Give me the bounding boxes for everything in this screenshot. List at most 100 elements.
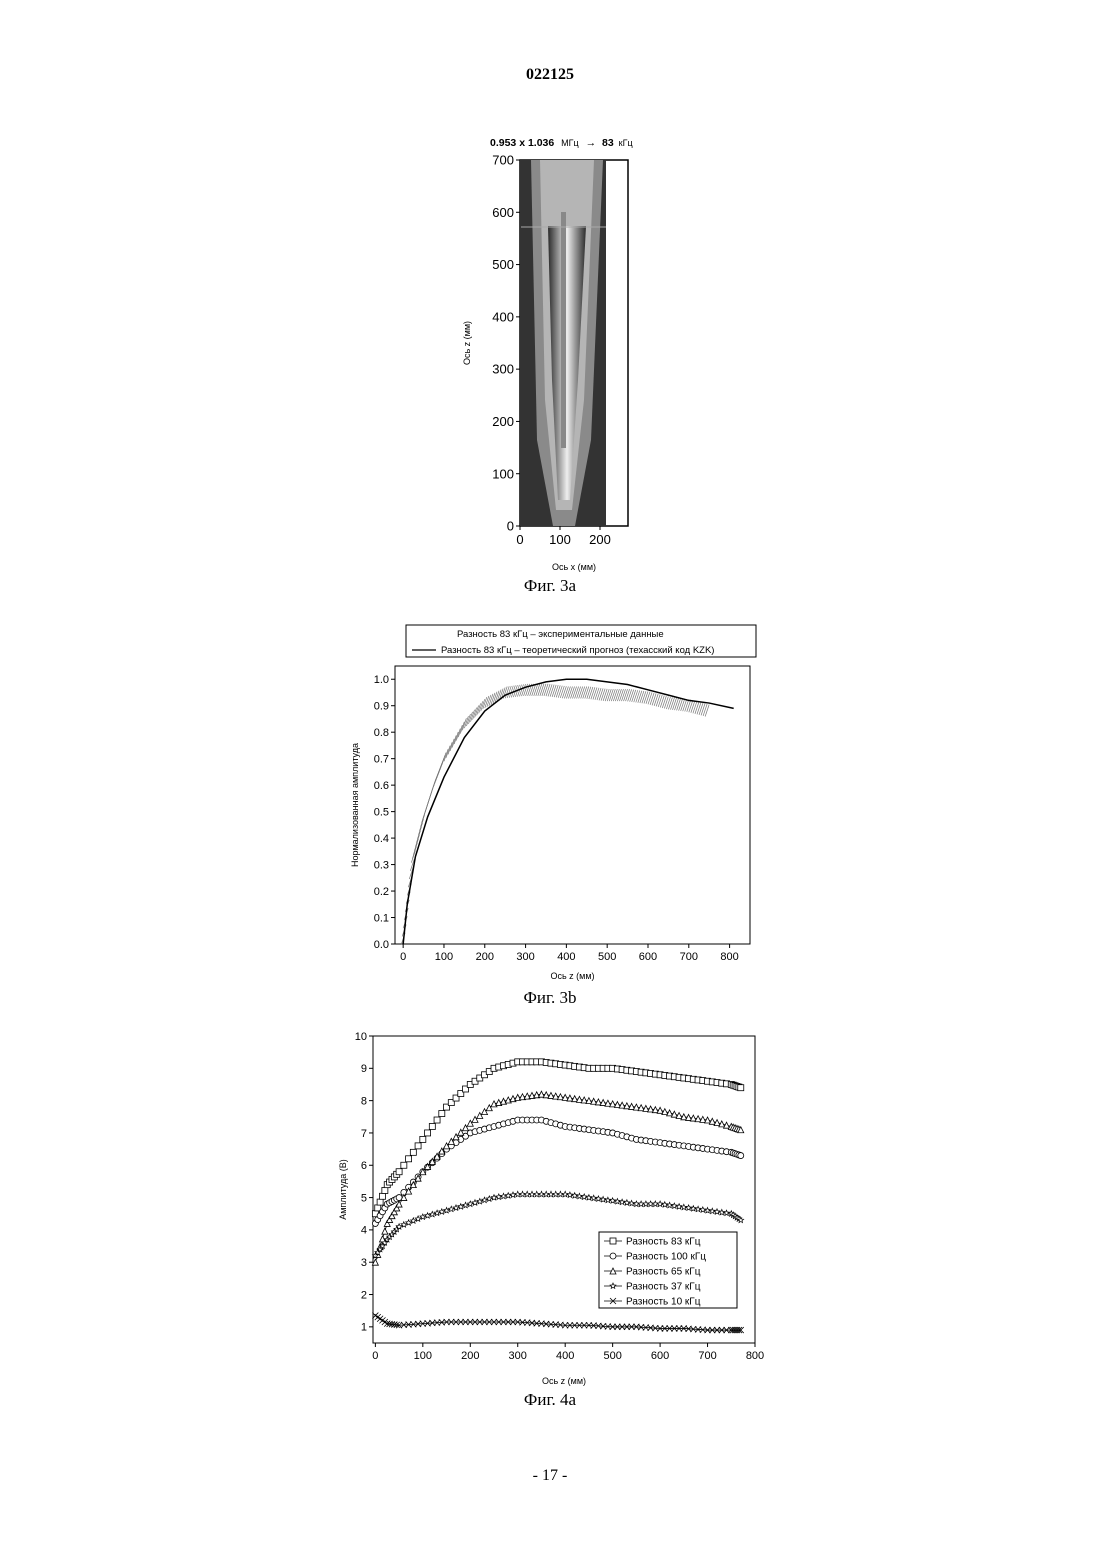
square-marker	[406, 1156, 412, 1162]
square-marker	[425, 1130, 431, 1136]
star-marker	[491, 1195, 497, 1200]
exp-data-point	[507, 686, 511, 698]
star-marker	[505, 1193, 511, 1199]
exp-data-point	[615, 689, 619, 701]
exp-data-point	[664, 697, 668, 709]
exp-data-point	[575, 686, 579, 698]
star-marker	[501, 1193, 507, 1198]
exp-data-point	[585, 686, 589, 698]
exp-data-point	[519, 684, 523, 696]
exp-data-point	[632, 690, 636, 702]
y-tick-label: 4	[361, 1225, 367, 1237]
exp-data-point	[591, 687, 595, 699]
exp-data-point	[571, 686, 575, 698]
exp-data-point	[642, 691, 646, 703]
star-marker	[548, 1191, 554, 1197]
series-line	[375, 1062, 740, 1214]
fig3a-title-freq-units: кГц	[619, 138, 633, 148]
fig3b-legend: Разность 83 кГц – экспериментальные данн…	[406, 625, 756, 657]
exp-data-point	[581, 686, 585, 698]
y-tick-label: 7	[361, 1128, 367, 1140]
square-marker	[610, 1238, 616, 1244]
star-marker	[634, 1201, 640, 1207]
triangle-marker	[719, 1121, 725, 1127]
star-marker	[553, 1191, 559, 1197]
x-tick-label: 800	[746, 1350, 764, 1362]
y-tick-label: 0.7	[374, 754, 389, 766]
exp-data-point	[554, 685, 558, 697]
exp-data-point	[687, 700, 691, 712]
circle-marker	[738, 1153, 744, 1159]
square-marker	[434, 1117, 440, 1123]
exp-data-point	[556, 685, 560, 697]
triangle-marker	[676, 1112, 682, 1118]
exp-data-point	[542, 684, 546, 696]
exp-data-point	[546, 684, 550, 696]
star-marker	[496, 1194, 502, 1200]
x-axis-label: Ось z (мм)	[550, 971, 594, 981]
exp-data-point	[695, 702, 699, 714]
star-marker	[411, 1218, 417, 1224]
legend-label: Разность 100 кГц	[626, 1252, 706, 1263]
y-tick-label: 200	[492, 414, 514, 429]
exp-data-point	[699, 703, 703, 715]
x-tick-label: 200	[589, 532, 611, 547]
exp-data-point	[607, 689, 611, 701]
triangle-marker	[714, 1120, 720, 1126]
star-marker	[529, 1191, 535, 1197]
exp-data-point	[548, 684, 552, 696]
exp-data-point	[660, 695, 664, 707]
exp-data-point	[681, 699, 685, 711]
exp-data-point	[668, 697, 672, 709]
x-tick-label: 200	[461, 1350, 479, 1362]
star-marker	[524, 1191, 530, 1197]
star-marker	[653, 1201, 659, 1207]
y-tick-label: 0.0	[374, 939, 389, 951]
y-tick-label: 0.5	[374, 806, 389, 818]
x-tick-label: 300	[509, 1350, 527, 1362]
triangle-marker	[662, 1109, 668, 1115]
square-marker	[382, 1187, 388, 1193]
square-marker	[396, 1169, 402, 1175]
x-tick-label: 0	[516, 532, 523, 547]
exp-data-point	[566, 686, 570, 698]
star-marker	[543, 1191, 549, 1197]
star-marker	[643, 1201, 649, 1207]
exp-data-point	[650, 693, 654, 705]
triangle-marker	[724, 1122, 730, 1128]
exp-data-point	[601, 689, 605, 701]
fig3b-legend-label-theory: Разность 83 кГц – теоретический прогноз …	[441, 645, 714, 656]
exp-data-point	[599, 688, 603, 700]
triangle-marker	[667, 1110, 673, 1116]
exp-data-point	[573, 686, 577, 698]
star-marker	[648, 1201, 654, 1207]
exp-data-point	[544, 684, 548, 696]
y-axis-label: Нормализованная амплитуда	[350, 743, 360, 867]
x-tick-label: 300	[516, 951, 534, 963]
y-tick-label: 10	[355, 1031, 367, 1043]
y-tick-label: 6	[361, 1160, 367, 1172]
exp-data-point	[611, 689, 615, 701]
legend-label: Разность 37 кГц	[626, 1282, 701, 1293]
y-tick-label: 1	[361, 1322, 367, 1334]
y-tick-label: 300	[492, 362, 514, 377]
y-tick-label: 0.4	[374, 833, 389, 845]
x-tick-label: 700	[680, 951, 698, 963]
x-tick-label: 100	[414, 1350, 432, 1362]
exp-data-point	[587, 687, 591, 699]
y-tick-label: 0.3	[374, 859, 389, 871]
square-marker	[738, 1085, 744, 1091]
y-tick-label: 8	[361, 1095, 367, 1107]
y-tick-label: 0.1	[374, 912, 389, 924]
exp-data-point	[652, 693, 656, 705]
x-axis-label: Ось x (мм)	[552, 562, 596, 572]
x-tick-label: 600	[651, 1350, 669, 1362]
star-marker	[534, 1191, 540, 1197]
fig3a-beam-core	[561, 212, 566, 448]
exp-data-point	[605, 689, 609, 701]
exp-data-point	[677, 698, 681, 710]
exp-data-point	[624, 689, 628, 701]
exp-data-point	[701, 703, 705, 715]
exp-data-point	[562, 686, 566, 698]
